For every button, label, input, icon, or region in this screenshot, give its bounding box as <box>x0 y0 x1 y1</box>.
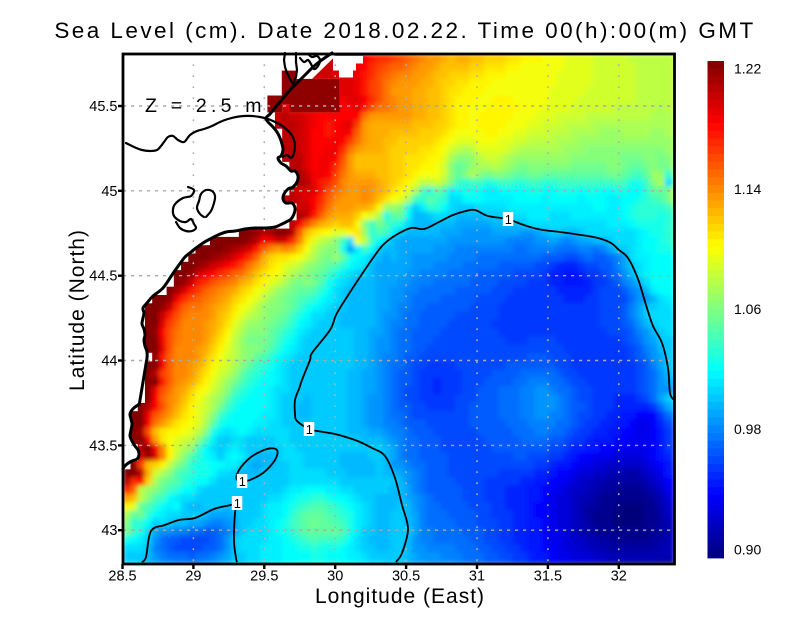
svg-text:1.14: 1.14 <box>734 181 761 197</box>
svg-text:45: 45 <box>101 184 117 200</box>
svg-text:30.5: 30.5 <box>392 569 420 585</box>
svg-text:44: 44 <box>101 354 117 370</box>
svg-text:29.5: 29.5 <box>250 569 278 585</box>
svg-text:43: 43 <box>101 523 117 539</box>
svg-text:0.90: 0.90 <box>734 542 761 558</box>
svg-text:Longitude (East): Longitude (East) <box>315 585 485 608</box>
svg-text:31: 31 <box>469 569 485 585</box>
svg-text:30: 30 <box>327 569 343 585</box>
svg-text:Z = 2.5 m: Z = 2.5 m <box>145 95 266 117</box>
svg-text:1: 1 <box>234 496 241 511</box>
svg-text:1: 1 <box>505 212 512 227</box>
svg-text:28.5: 28.5 <box>108 569 136 585</box>
svg-text:43.5: 43.5 <box>89 438 117 454</box>
svg-text:1: 1 <box>306 422 313 437</box>
svg-text:32: 32 <box>611 569 627 585</box>
svg-text:1.22: 1.22 <box>734 61 761 77</box>
svg-text:0.98: 0.98 <box>734 421 761 437</box>
svg-text:44.5: 44.5 <box>89 269 117 285</box>
svg-text:29: 29 <box>185 569 201 585</box>
svg-text:Sea Level (cm). Date 2018.02.2: Sea Level (cm). Date 2018.02.22. Time 00… <box>54 18 755 43</box>
svg-text:31.5: 31.5 <box>534 569 562 585</box>
svg-text:45.5: 45.5 <box>89 99 117 115</box>
svg-text:Latitude (North): Latitude (North) <box>66 229 89 391</box>
svg-text:1.06: 1.06 <box>734 301 761 317</box>
svg-text:1: 1 <box>239 474 246 489</box>
